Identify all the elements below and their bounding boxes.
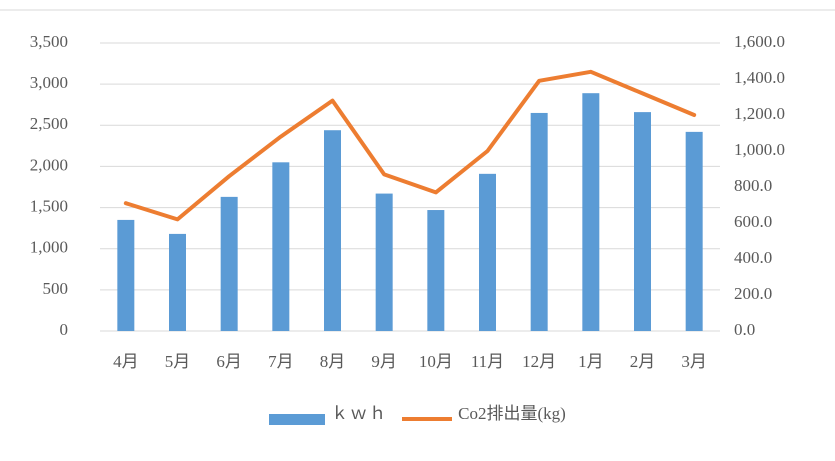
y2-tick-label: 1,600.0 (734, 32, 785, 51)
y2-tick-label: 600.0 (734, 212, 772, 231)
y-tick-label: 2,000 (30, 155, 68, 174)
legend-swatch (269, 414, 326, 425)
y2-tick-label: 400.0 (734, 248, 772, 267)
y-tick-label: 3,000 (30, 73, 68, 92)
y2-tick-label: 1,400.0 (734, 68, 785, 87)
bar (634, 112, 651, 332)
y2-tick-label: 800.0 (734, 176, 772, 195)
y-tick-label: 0 (60, 320, 69, 339)
legend-label: ｋｗｈ (331, 404, 389, 423)
x-tick-label: 7月 (268, 352, 294, 371)
y-tick-label: 3,500 (30, 32, 68, 51)
bar (685, 131, 703, 331)
x-tick-label: 6月 (216, 352, 242, 371)
x-tick-label: 11月 (471, 352, 504, 371)
bar (220, 196, 238, 331)
x-tick-label: 1月 (578, 352, 604, 371)
y-tick-label: 500 (43, 279, 69, 298)
x-tick-label: 3月 (681, 352, 707, 371)
bar (272, 162, 290, 331)
y-tick-label: 1,500 (30, 196, 68, 215)
y-tick-label: 1,000 (30, 238, 68, 257)
legend-item: ｋｗｈ (269, 404, 388, 427)
y2-tick-label: 0.0 (734, 320, 755, 339)
x-tick-label: 10月 (419, 352, 453, 371)
x-tick-label: 5月 (165, 352, 191, 371)
bar (324, 130, 341, 331)
y2-tick-label: 1,000.0 (734, 140, 785, 159)
y2-tick-label: 200.0 (734, 284, 772, 303)
legend-swatch (402, 417, 453, 421)
x-tick-label: 4月 (113, 352, 139, 371)
x-tick-label: 8月 (320, 352, 346, 371)
bar (375, 193, 393, 331)
bar (582, 93, 600, 332)
legend: ｋｗｈ Co2排出量(kg) (0, 404, 835, 427)
x-tick-label: 2月 (630, 352, 656, 371)
bar (427, 210, 445, 331)
legend-item: Co2排出量(kg) (402, 404, 566, 427)
y2-tick-label: 1,200.0 (734, 104, 785, 123)
y-tick-label: 2,500 (30, 114, 68, 133)
bar (530, 112, 548, 331)
x-tick-label: 9月 (371, 352, 397, 371)
legend-label: Co2排出量(kg) (458, 404, 566, 423)
bar (117, 219, 135, 331)
bar (169, 233, 186, 331)
bar (479, 173, 496, 331)
line (123, 69, 697, 222)
x-tick-label: 12月 (522, 352, 556, 371)
